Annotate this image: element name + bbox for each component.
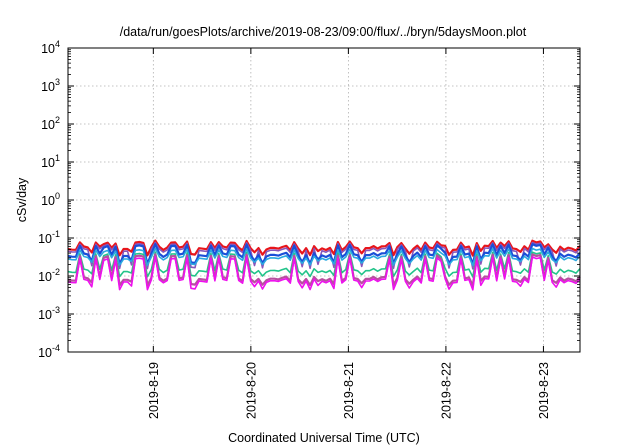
y-tick-label: 104 [41,39,60,56]
x-tick-label: 2019-8-19 [147,362,161,419]
y-tick-label: 101 [41,153,60,170]
y-tick-label: 102 [41,115,60,132]
x-axis: 2019-8-19 2019-8-20 2019-8-21 2019-8-22 2019… [147,48,551,419]
y-tick-label: 10-4 [38,343,60,360]
grid [68,48,580,352]
x-tick-label: 2019-8-20 [244,362,258,419]
y-axis: 10-4 10-3 10-2 10-1 100 101 102 103 104 [38,39,580,360]
series-line [67,247,581,267]
y-tick-label: 103 [41,77,60,94]
x-axis-label: Coordinated Universal Time (UTC) [228,431,420,445]
y-tick-label: 10-2 [38,267,60,284]
series-line [67,255,581,291]
y-axis-label: cSv/day [15,177,29,222]
y-tick-label: 10-1 [38,229,60,246]
series-line [67,241,581,270]
series-group [67,239,581,291]
y-tick-label: 10-3 [38,305,60,322]
chart-title: /data/run/goesPlots/archive/2019-08-23/0… [120,25,527,39]
y-tick-label: 100 [41,191,60,208]
x-tick-label: 2019-8-23 [537,362,551,419]
x-tick-label: 2019-8-22 [439,362,453,419]
series-line [67,243,581,266]
series-line [67,239,581,257]
x-tick-label: 2019-8-21 [342,362,356,419]
